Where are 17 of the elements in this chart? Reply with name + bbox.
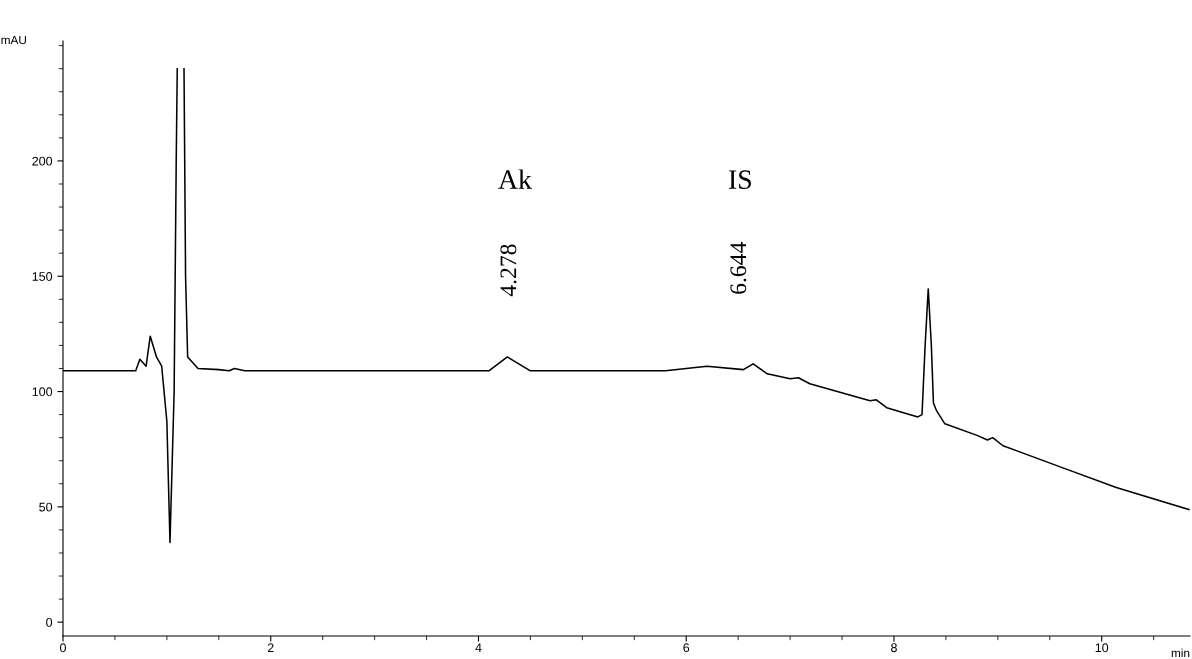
x-tick-label: 0 xyxy=(60,643,66,653)
y-tick-label: 200 xyxy=(32,156,53,166)
x-axis-title: min xyxy=(1171,648,1190,658)
x-tick-label: 6 xyxy=(683,643,690,653)
annotation: Ak xyxy=(498,169,532,189)
x-tick-label: 2 xyxy=(267,643,274,652)
annotation: IS xyxy=(728,170,751,189)
y-tick-label: 50 xyxy=(39,502,53,512)
y-tick-label: 150 xyxy=(32,272,53,281)
x-tick-label: 8 xyxy=(891,643,897,653)
x-tick-label: 4 xyxy=(475,643,482,652)
annotation: 4.278 xyxy=(500,244,517,297)
annotation: 6.644 xyxy=(730,242,747,294)
y-axis-title: mAU xyxy=(1,35,26,45)
y-tick-label: 100 xyxy=(32,387,53,397)
y-tick-label: 0 xyxy=(46,617,53,627)
x-tick-label: 10 xyxy=(1095,643,1109,653)
